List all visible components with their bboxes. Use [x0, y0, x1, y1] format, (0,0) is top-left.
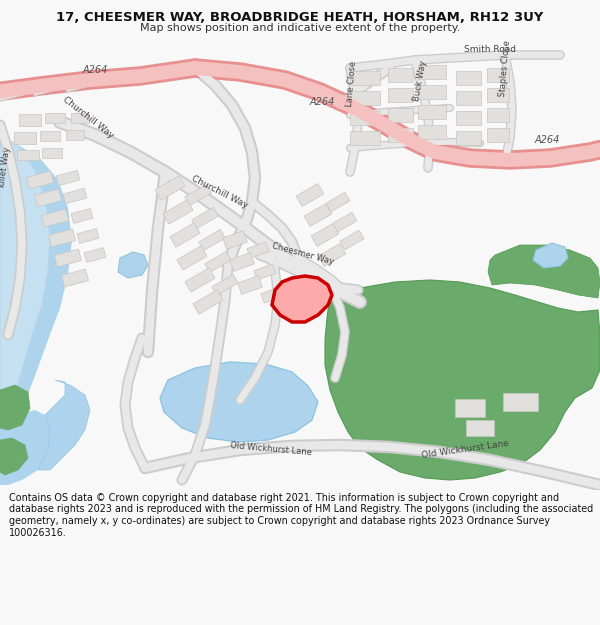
Bar	[84, 248, 106, 262]
Bar	[418, 105, 446, 119]
Bar	[261, 287, 283, 303]
Bar	[177, 246, 207, 270]
Text: Churchill Way: Churchill Way	[61, 95, 115, 140]
Bar	[455, 71, 481, 85]
Text: Staples Close: Staples Close	[498, 40, 512, 97]
Bar	[212, 274, 238, 296]
Bar	[163, 200, 193, 224]
Bar	[388, 68, 413, 82]
Bar	[466, 420, 494, 436]
Text: A264: A264	[310, 97, 335, 107]
Polygon shape	[38, 380, 90, 470]
Polygon shape	[488, 245, 600, 298]
Bar	[487, 88, 509, 102]
Bar	[71, 209, 93, 223]
Bar	[71, 113, 89, 123]
Text: Lane Close: Lane Close	[346, 61, 358, 107]
Bar	[455, 91, 481, 105]
Bar	[185, 268, 215, 292]
Bar	[388, 108, 413, 122]
Bar	[0, 82, 27, 101]
Bar	[247, 242, 269, 258]
Bar	[34, 189, 62, 207]
Bar	[64, 78, 86, 92]
Text: 17, CHEESMER WAY, BROADBRIDGE HEATH, HORSHAM, RH12 3UY: 17, CHEESMER WAY, BROADBRIDGE HEATH, HOR…	[56, 11, 544, 24]
Bar	[326, 192, 350, 212]
Bar	[340, 230, 364, 250]
Text: Cheesmer Way: Cheesmer Way	[271, 241, 335, 266]
Polygon shape	[325, 280, 600, 480]
Bar	[199, 229, 226, 251]
Bar	[311, 224, 339, 246]
Bar	[32, 80, 58, 96]
Polygon shape	[0, 410, 50, 485]
Bar	[56, 171, 80, 186]
Bar	[350, 131, 380, 145]
Text: Smith Road: Smith Road	[464, 45, 516, 54]
Bar	[77, 229, 99, 243]
Polygon shape	[533, 243, 568, 268]
Bar	[40, 131, 60, 141]
Bar	[191, 208, 218, 229]
Bar	[238, 276, 262, 294]
Bar	[61, 269, 89, 287]
Polygon shape	[0, 438, 28, 475]
Polygon shape	[118, 252, 148, 278]
Text: Old Wickhurst Lane: Old Wickhurst Lane	[230, 441, 313, 457]
Bar	[193, 290, 223, 314]
Bar	[55, 249, 82, 267]
Text: Tullet Way: Tullet Way	[0, 146, 13, 190]
Bar	[388, 128, 413, 142]
Bar	[19, 114, 41, 126]
Bar	[205, 251, 232, 272]
Bar	[49, 229, 76, 247]
Bar	[230, 253, 254, 271]
Polygon shape	[160, 362, 318, 442]
Bar	[254, 264, 276, 280]
Polygon shape	[0, 135, 50, 460]
Bar	[487, 108, 509, 122]
Bar	[418, 65, 446, 79]
Bar	[350, 71, 380, 85]
Text: Buck Way: Buck Way	[412, 60, 428, 102]
Polygon shape	[0, 385, 30, 430]
Text: A264: A264	[535, 135, 560, 145]
Bar	[455, 131, 481, 145]
Polygon shape	[0, 145, 72, 480]
Bar	[17, 150, 39, 160]
Bar	[418, 85, 446, 99]
Bar	[350, 111, 380, 125]
Text: Old Wickhurst Lane: Old Wickhurst Lane	[421, 439, 509, 460]
Bar	[45, 113, 65, 123]
Bar	[223, 231, 247, 249]
Bar	[170, 222, 200, 248]
Bar	[333, 212, 357, 232]
Bar	[14, 132, 36, 144]
Bar	[66, 130, 84, 140]
Bar	[503, 393, 538, 411]
Bar	[350, 91, 380, 105]
Bar	[296, 184, 324, 206]
Bar	[388, 88, 413, 102]
Bar	[487, 68, 509, 82]
Bar	[318, 244, 346, 266]
Bar	[487, 128, 509, 142]
Bar	[155, 176, 185, 200]
Bar	[185, 184, 211, 206]
Text: A264: A264	[82, 65, 107, 75]
Bar	[455, 111, 481, 125]
Bar	[455, 399, 485, 417]
Text: Map shows position and indicative extent of the property.: Map shows position and indicative extent…	[140, 22, 460, 32]
Text: Churchill Way: Churchill Way	[190, 174, 250, 210]
Bar	[26, 171, 53, 189]
Polygon shape	[272, 276, 332, 322]
Bar	[304, 204, 332, 226]
Bar	[41, 209, 68, 227]
Text: Contains OS data © Crown copyright and database right 2021. This information is : Contains OS data © Crown copyright and d…	[9, 492, 593, 538]
Bar	[42, 148, 62, 158]
Bar	[63, 188, 87, 204]
Bar	[418, 125, 446, 139]
